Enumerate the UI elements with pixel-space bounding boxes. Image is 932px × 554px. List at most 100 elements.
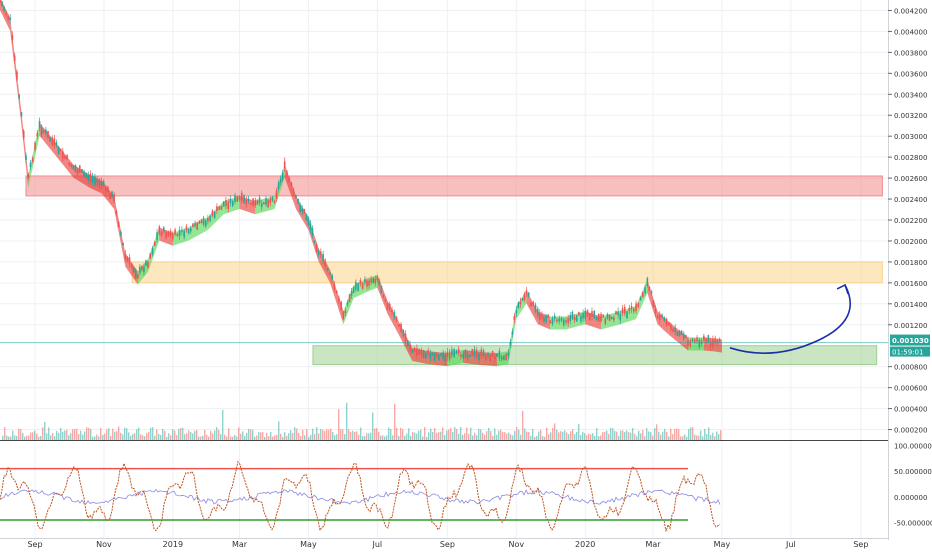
- volume-bar: [58, 432, 60, 440]
- candle-body: [31, 157, 34, 162]
- volume-bar: [170, 435, 172, 440]
- candle-body: [553, 315, 556, 319]
- candle-body: [36, 133, 39, 137]
- volume-bar: [96, 434, 98, 440]
- candle-body: [20, 112, 23, 117]
- candle-body: [642, 292, 644, 297]
- candle-body: [167, 232, 170, 236]
- volume-bar: [36, 433, 38, 440]
- volume-bar: [102, 434, 104, 440]
- volume-bar: [268, 436, 270, 440]
- volume-bar: [564, 430, 566, 440]
- volume-bar: [202, 435, 204, 440]
- volume-bar: [132, 434, 134, 440]
- candle-body: [498, 350, 501, 358]
- candle-body: [72, 165, 75, 170]
- volume-bar: [542, 436, 544, 440]
- volume-bar: [684, 434, 686, 440]
- time-tick-label: Mar: [645, 540, 661, 549]
- volume-bar: [330, 428, 332, 440]
- volume-bar: [138, 427, 140, 440]
- candle-body: [633, 308, 635, 312]
- candle-body: [593, 310, 596, 318]
- candle-body: [38, 121, 41, 128]
- volume-bar: [76, 428, 78, 440]
- volume-bar: [362, 436, 364, 440]
- last-price-label: 0.001030: [892, 337, 929, 345]
- volume-bar: [8, 436, 10, 440]
- volume-bar: [168, 433, 170, 440]
- volume-bar: [380, 435, 382, 440]
- volume-bar: [678, 429, 680, 440]
- candle-body: [471, 349, 474, 356]
- candle-body: [670, 324, 672, 330]
- volume-bar: [430, 428, 432, 440]
- volume-bar: [614, 430, 616, 440]
- candle-body: [51, 137, 54, 145]
- candle-body: [292, 190, 295, 194]
- candle-body: [66, 155, 68, 160]
- volume-bar: [38, 436, 40, 440]
- volume-bar: [682, 436, 684, 440]
- volume-bar: [426, 436, 428, 440]
- volume-bar: [280, 433, 282, 440]
- volume-bar: [524, 428, 526, 440]
- candle-body: [234, 195, 236, 202]
- volume-bar: [224, 434, 226, 440]
- osc-line: [0, 460, 721, 532]
- price-tick-label: 0.003800: [894, 49, 927, 57]
- candle-body: [626, 311, 628, 319]
- volume-bar: [192, 433, 194, 440]
- volume-bar: [532, 428, 534, 440]
- volume-bar: [704, 428, 706, 440]
- price-tick-label: 0.004200: [894, 7, 927, 15]
- candle-body: [648, 286, 651, 291]
- candle-body: [604, 318, 607, 324]
- candle-body: [503, 355, 505, 361]
- volume-bar: [488, 427, 490, 440]
- candle-body: [464, 349, 467, 358]
- price-tick-label: 0.000600: [894, 385, 927, 393]
- volume-bar: [590, 434, 592, 440]
- candle-body: [565, 320, 567, 323]
- candle-body: [551, 318, 554, 325]
- volume-bar: [646, 428, 648, 440]
- candle-body: [623, 306, 626, 314]
- candle-body: [482, 350, 485, 356]
- candle-body: [267, 199, 269, 208]
- candle-body: [53, 138, 56, 146]
- volume-bar: [306, 429, 308, 440]
- volume-bar: [572, 429, 574, 440]
- volume-bar: [546, 427, 548, 440]
- volume-bar: [620, 430, 622, 440]
- volume-bar: [110, 436, 112, 440]
- ma-ribbon-segment: [601, 311, 621, 330]
- candle-body: [489, 354, 492, 362]
- volume-bar: [206, 434, 208, 440]
- candle-body: [355, 281, 357, 290]
- candle-body: [578, 312, 580, 316]
- candle-body: [145, 260, 147, 266]
- volume-bar: [376, 428, 378, 440]
- volume-bar: [382, 435, 384, 440]
- candle-body: [0, 0, 1, 3]
- candle-body: [586, 310, 589, 317]
- candle-body: [313, 240, 316, 243]
- candle-body: [562, 319, 565, 326]
- volume-bar: [452, 432, 454, 440]
- candle-body: [209, 216, 211, 221]
- candle-body: [269, 199, 272, 204]
- volume-bar: [636, 436, 638, 440]
- ma-ribbon-segment: [329, 269, 344, 325]
- volume-bar: [198, 436, 200, 440]
- candle-body: [382, 294, 385, 298]
- volume-bar: [422, 436, 424, 440]
- volume-bar: [566, 432, 568, 440]
- volume-bar: [234, 434, 236, 440]
- volume-bar: [300, 436, 302, 440]
- candle-body: [628, 307, 631, 311]
- volume-bar: [328, 429, 330, 440]
- volume-bar: [252, 429, 254, 440]
- candle-body: [256, 199, 259, 205]
